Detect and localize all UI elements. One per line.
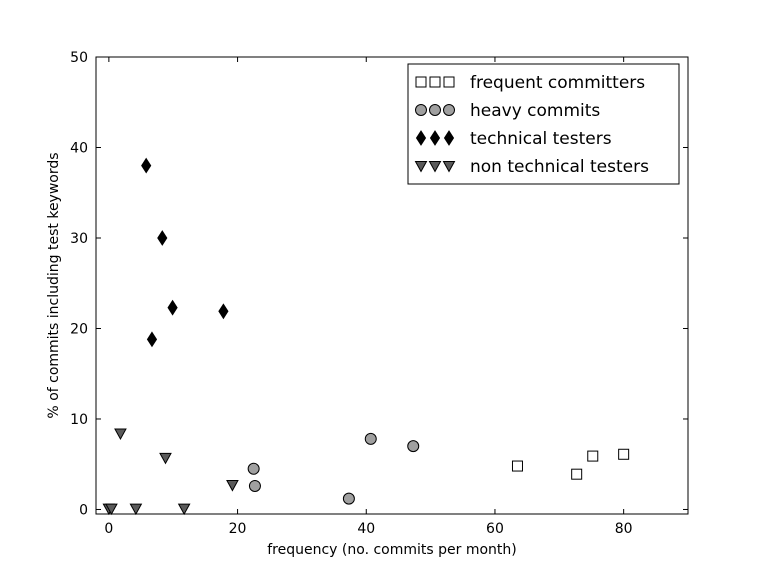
x-tick-label: 40 bbox=[357, 521, 375, 537]
legend-marker bbox=[415, 130, 427, 146]
legend-marker bbox=[429, 104, 441, 116]
x-tick-label: 20 bbox=[229, 521, 247, 537]
data-point bbox=[247, 462, 260, 475]
data-point bbox=[364, 432, 377, 445]
legend-label: heavy commits bbox=[470, 101, 600, 121]
legend-marker bbox=[429, 76, 441, 88]
data-point bbox=[157, 230, 168, 246]
x-tick-label: 80 bbox=[615, 521, 633, 537]
data-point bbox=[511, 460, 523, 472]
data-point bbox=[177, 503, 191, 516]
data-point bbox=[146, 331, 158, 348]
y-axis-label: % of commits including test keywords bbox=[46, 152, 62, 418]
series-technical-testers bbox=[141, 157, 229, 348]
y-tick-label: 0 bbox=[79, 502, 88, 518]
legend-marker bbox=[443, 76, 455, 88]
data-point bbox=[407, 440, 420, 453]
legend-entry: frequent committers bbox=[415, 73, 645, 93]
series-heavy-commits bbox=[247, 432, 420, 505]
legend-marker bbox=[443, 104, 455, 116]
data-point bbox=[248, 479, 261, 492]
data-points bbox=[102, 157, 630, 516]
legend-marker bbox=[414, 161, 428, 173]
legend-entry: heavy commits bbox=[415, 101, 600, 121]
legend-marker bbox=[443, 130, 455, 146]
y-tick-label: 40 bbox=[70, 140, 88, 156]
data-point bbox=[226, 480, 239, 492]
data-point bbox=[342, 492, 355, 505]
data-point bbox=[218, 303, 229, 320]
series-frequent-committers bbox=[511, 448, 630, 480]
data-point bbox=[618, 448, 630, 460]
legend-marker bbox=[415, 76, 427, 88]
legend-entry: technical testers bbox=[415, 129, 612, 149]
legend-marker bbox=[442, 161, 456, 173]
legend-label: technical testers bbox=[470, 129, 612, 149]
x-tick-label: 60 bbox=[486, 521, 504, 537]
legend-entry: non technical testers bbox=[414, 157, 649, 177]
data-point bbox=[105, 503, 118, 516]
data-point bbox=[587, 450, 599, 462]
y-tick-label: 10 bbox=[70, 412, 88, 428]
data-point bbox=[159, 452, 172, 465]
legend-label: non technical testers bbox=[470, 157, 649, 177]
legend: frequent committers heavy commits technica… bbox=[407, 63, 680, 185]
y-tick-label: 20 bbox=[70, 321, 88, 337]
y-tick-label: 30 bbox=[70, 231, 88, 247]
axis-ticks: 0 20 40 60 80 0 10 20 30 40 50 bbox=[70, 50, 688, 537]
y-tick-label: 50 bbox=[70, 50, 88, 66]
x-tick-label: 0 bbox=[104, 521, 113, 537]
data-point bbox=[114, 428, 127, 440]
series-non-technical-testers bbox=[102, 428, 239, 516]
legend-marker bbox=[429, 130, 441, 146]
data-point bbox=[167, 299, 178, 316]
legend-marker bbox=[415, 104, 427, 116]
legend-label: frequent committers bbox=[470, 73, 645, 93]
x-axis-label: frequency (no. commits per month) bbox=[267, 542, 517, 558]
legend-marker bbox=[428, 161, 442, 173]
data-point bbox=[129, 503, 143, 516]
data-point bbox=[571, 468, 583, 480]
data-point bbox=[141, 157, 152, 174]
